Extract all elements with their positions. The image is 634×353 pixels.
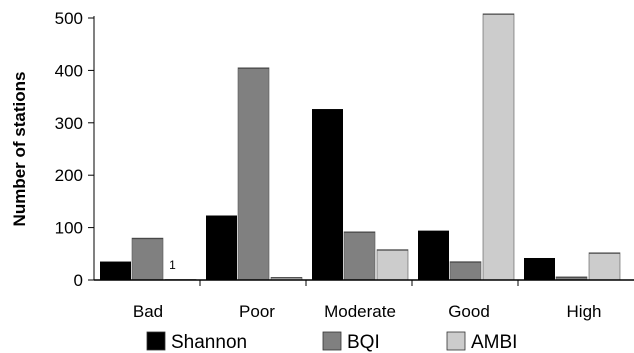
bars bbox=[100, 13, 621, 281]
legend-label-bqi: BQI bbox=[347, 332, 380, 353]
legend-label-shannon: Shannon bbox=[171, 332, 247, 353]
legend-label-ambi: AMBI bbox=[471, 332, 517, 353]
bar-shannon-moderate bbox=[312, 109, 343, 281]
bar-bqi-good bbox=[449, 261, 482, 281]
legend-swatch-ambi bbox=[446, 331, 466, 351]
bar-bqi-bad bbox=[131, 237, 164, 281]
y-axis-ticks: 0 100 200 300 400 500 bbox=[55, 9, 94, 290]
bar-shannon-bad bbox=[100, 261, 131, 280]
annotation-label: 1 bbox=[169, 258, 176, 272]
y-tick-label: 500 bbox=[55, 9, 83, 28]
bar-shannon-poor bbox=[206, 215, 237, 280]
annotations: 1 bbox=[169, 258, 176, 272]
y-tick-label: 0 bbox=[74, 271, 83, 290]
axes bbox=[93, 16, 634, 281]
y-tick-label: 200 bbox=[55, 166, 83, 185]
bar-shannon-high bbox=[524, 257, 555, 280]
bar-shannon-good bbox=[418, 230, 449, 280]
x-tick-label-bad: Bad bbox=[133, 302, 163, 321]
bar-bqi-poor bbox=[237, 67, 270, 281]
y-tick-label: 100 bbox=[55, 219, 83, 238]
bar-ambi-high bbox=[588, 252, 621, 281]
y-tick-label: 300 bbox=[55, 114, 83, 133]
x-axis-ticks: Bad Poor Moderate Good High bbox=[133, 280, 602, 321]
y-axis-title: Number of stations bbox=[10, 72, 29, 227]
legend: Shannon BQI AMBI bbox=[146, 331, 517, 353]
bar-ambi-good bbox=[482, 13, 515, 281]
x-tick-label-poor: Poor bbox=[239, 302, 275, 321]
legend-swatch-bqi bbox=[322, 331, 342, 351]
bar-ambi-moderate bbox=[376, 249, 409, 281]
x-tick-label-high: High bbox=[567, 302, 602, 321]
y-tick-label: 400 bbox=[55, 61, 83, 80]
x-tick-label-good: Good bbox=[448, 302, 490, 321]
y-axis-title-group: Number of stations bbox=[10, 72, 29, 227]
bar-bqi-moderate bbox=[343, 231, 376, 281]
x-tick-label-moderate: Moderate bbox=[324, 302, 396, 321]
legend-swatch-shannon bbox=[146, 331, 166, 351]
